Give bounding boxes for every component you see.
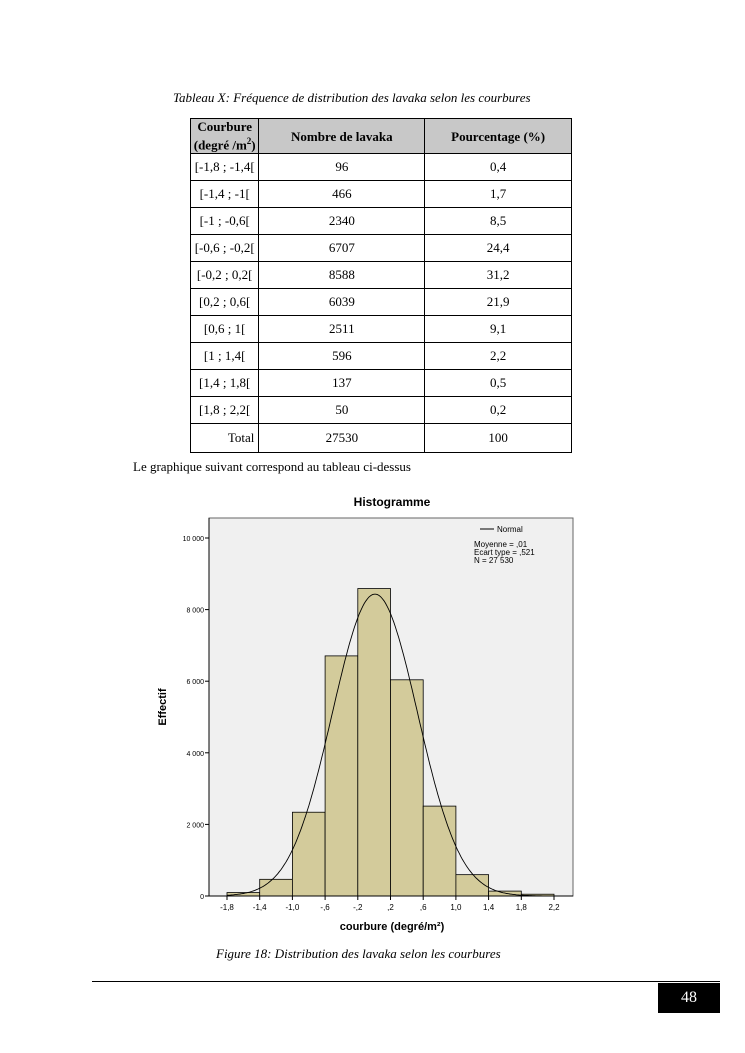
cell-courbure: [-1,4 ; -1[ — [189, 180, 260, 208]
histogram-bar — [291, 811, 326, 897]
table-row: [0,6 ; 1[2511 9,1 — [189, 315, 572, 343]
x-tick-label: -1,0 — [286, 903, 300, 912]
page-number: 48 — [658, 983, 720, 1013]
header-courbure: Courbure (degré /m2) — [189, 118, 260, 154]
table-row: [1,4 ; 1,8[137 0,5 — [189, 369, 572, 397]
table-row: [-1 ; -0,6[2340 8,5 — [189, 207, 572, 235]
x-tick-label: 1,4 — [483, 903, 495, 912]
y-axis-label: Effectif — [157, 688, 169, 726]
cell-nombre: 6039 — [258, 288, 426, 316]
total-nombre: 27530 — [258, 423, 426, 453]
cell-nombre: 50 — [258, 396, 426, 424]
cell-pourcentage: 0,4 — [424, 153, 572, 181]
intro-text: Le graphique suivant correspond au table… — [133, 459, 411, 474]
x-tick-label: 1,0 — [450, 903, 462, 912]
table-row: [1 ; 1,4[596 2,2 — [189, 342, 572, 370]
cell-pourcentage: 9,1 — [424, 315, 572, 343]
total-row: Total 27530 100 — [189, 423, 572, 453]
x-tick-label: -,2 — [353, 903, 363, 912]
legend-stat: Moyenne = ,01 — [474, 540, 528, 549]
cell-nombre: 466 — [258, 180, 426, 208]
cell-pourcentage: 8,5 — [424, 207, 572, 235]
legend-stat: N = 27 530 — [474, 556, 514, 565]
cell-courbure: [1 ; 1,4[ — [189, 342, 260, 370]
x-tick-label: ,2 — [387, 903, 394, 912]
cell-courbure: [-0,2 ; 0,2[ — [189, 261, 260, 289]
table-row: [-0,2 ; 0,2[8588 31,2 — [189, 261, 572, 289]
figure-caption: Figure 18: Distribution des lavaka selon… — [216, 946, 501, 961]
cell-nombre: 2340 — [258, 207, 426, 235]
cell-courbure: [1,8 ; 2,2[ — [189, 396, 260, 424]
y-tick-label: 0 — [200, 894, 204, 901]
x-tick-label: 1,8 — [516, 903, 528, 912]
header-pourcentage: Pourcentage (%) — [424, 118, 572, 154]
y-tick-label: 2 000 — [186, 822, 204, 829]
histogram-bar — [259, 878, 293, 897]
histogram-bar — [357, 588, 391, 897]
histogram-bar — [422, 805, 457, 897]
frequency-table: Courbure (degré /m2) Nombre de lavaka Pou… — [189, 118, 572, 453]
y-tick-label: 6 000 — [186, 679, 204, 686]
cell-courbure: [-1,8 ; -1,4[ — [189, 153, 260, 181]
table-row: [-1,4 ; -1[466 1,7 — [189, 180, 572, 208]
histogram-bar — [324, 655, 359, 897]
x-tick-label: ,6 — [420, 903, 427, 912]
cell-courbure: [0,2 ; 0,6[ — [189, 288, 260, 316]
normal-curve — [226, 593, 555, 897]
chart-title: Histogramme — [354, 495, 431, 509]
cell-pourcentage: 0,5 — [424, 369, 572, 397]
table-caption: Tableau X: Fréquence de distribution des… — [173, 90, 531, 105]
total-label: Total — [189, 423, 260, 453]
cell-pourcentage: 2,2 — [424, 342, 572, 370]
x-tick-label: -,6 — [320, 903, 330, 912]
histogram-bar — [390, 679, 424, 897]
total-pourcentage: 100 — [424, 423, 572, 453]
y-tick-label: 4 000 — [186, 751, 204, 758]
x-tick-label: -1,8 — [220, 903, 234, 912]
histogram-chart: Histogramme -1,8 -1,4 -1,0 -,6 -,2 ,2 ,6 1,0 1,4 1… — [157, 495, 574, 933]
table-row: [1,8 ; 2,2[50 0,2 — [189, 396, 572, 424]
x-tick-label: -1,4 — [253, 903, 267, 912]
cell-courbure: [-1 ; -0,6[ — [189, 207, 260, 235]
cell-nombre: 8588 — [258, 261, 426, 289]
cell-courbure: [0,6 ; 1[ — [189, 315, 260, 343]
histogram-bar — [455, 874, 489, 897]
legend-label-normal: Normal — [497, 525, 523, 534]
header-nombre: Nombre de lavaka — [258, 118, 426, 154]
x-tick-label: 2,2 — [548, 903, 560, 912]
y-tick-label: 10 000 — [183, 536, 205, 543]
cell-courbure: [1,4 ; 1,8[ — [189, 369, 260, 397]
cell-courbure: [-0,6 ; -0,2[ — [189, 234, 260, 262]
legend-stat: Ecart type = ,521 — [474, 548, 535, 557]
x-axis-label: courbure (degré/m²) — [340, 921, 445, 933]
y-tick-label: 8 000 — [186, 608, 204, 615]
cell-nombre: 137 — [258, 369, 426, 397]
footer-rule — [92, 981, 720, 982]
